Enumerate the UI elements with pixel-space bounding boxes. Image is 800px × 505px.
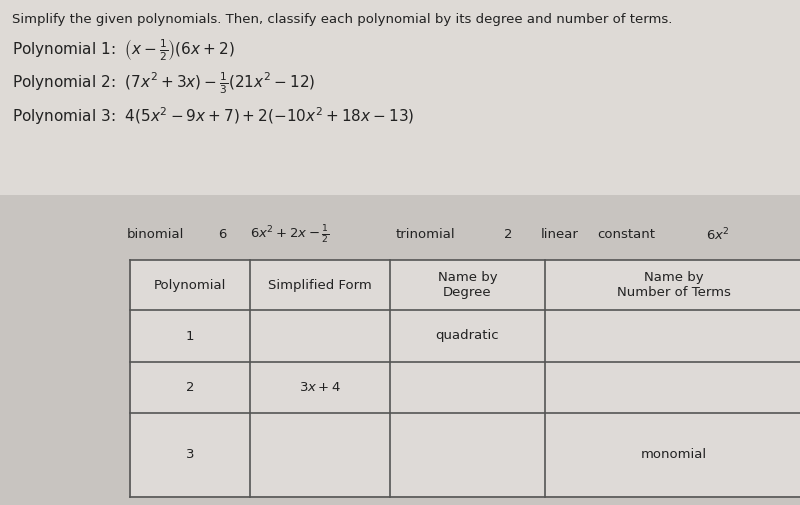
Text: binomial: binomial (126, 228, 184, 241)
Text: 2: 2 (504, 228, 512, 241)
Text: 1: 1 (186, 329, 194, 342)
Text: Polynomial: Polynomial (154, 278, 226, 291)
Text: Polynomial 2:  $(7x^2 + 3x) - \frac{1}{3}(21x^2 - 12)$: Polynomial 2: $(7x^2 + 3x) - \frac{1}{3}… (12, 70, 315, 95)
Text: Simplify the given polynomials. Then, classify each polynomial by its degree and: Simplify the given polynomials. Then, cl… (12, 13, 672, 26)
Text: $6x^2$: $6x^2$ (706, 227, 730, 243)
Text: 2: 2 (186, 381, 194, 394)
Text: Simplified Form: Simplified Form (268, 278, 372, 291)
Bar (0, 0, 800, 195)
Text: 6: 6 (218, 228, 226, 241)
Text: $3x + 4$: $3x + 4$ (299, 381, 341, 394)
Text: Name by
Number of Terms: Name by Number of Terms (617, 271, 731, 299)
Text: Polynomial 3:  $4(5x^2 - 9x + 7) + 2(-10x^2 + 18x - 13)$: Polynomial 3: $4(5x^2 - 9x + 7) + 2(-10x… (12, 105, 414, 127)
Text: 3: 3 (186, 448, 194, 462)
Text: linear: linear (541, 228, 579, 241)
Text: Polynomial 1:  $\left(x - \frac{1}{2}\right)(6x + 2)$: Polynomial 1: $\left(x - \frac{1}{2}\rig… (12, 37, 234, 63)
Bar (131, 260, 800, 496)
Text: constant: constant (597, 228, 655, 241)
Text: monomial: monomial (641, 448, 707, 462)
Text: $6x^2 + 2x - \frac{1}{2}$: $6x^2 + 2x - \frac{1}{2}$ (250, 224, 330, 246)
Text: trinomial: trinomial (395, 228, 455, 241)
Text: quadratic: quadratic (436, 329, 499, 342)
Text: Name by
Degree: Name by Degree (438, 271, 498, 299)
